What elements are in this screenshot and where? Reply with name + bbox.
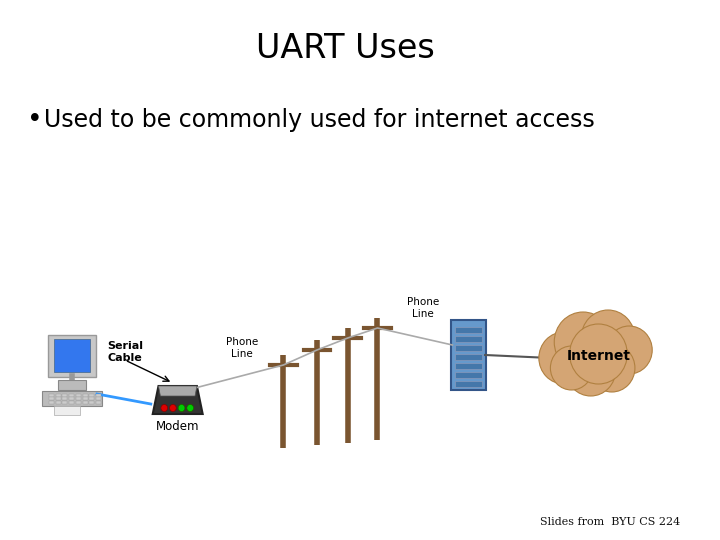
- FancyBboxPatch shape: [69, 397, 74, 400]
- Text: Slides from  BYU CS 224: Slides from BYU CS 224: [540, 517, 680, 527]
- FancyBboxPatch shape: [455, 345, 482, 351]
- Text: Phone
Line: Phone Line: [226, 337, 258, 359]
- FancyBboxPatch shape: [69, 401, 74, 403]
- Circle shape: [589, 344, 635, 392]
- FancyBboxPatch shape: [96, 401, 101, 403]
- Circle shape: [178, 404, 185, 411]
- FancyBboxPatch shape: [42, 391, 102, 406]
- Circle shape: [169, 404, 176, 411]
- FancyBboxPatch shape: [89, 394, 94, 396]
- FancyBboxPatch shape: [455, 381, 482, 387]
- FancyBboxPatch shape: [55, 406, 80, 415]
- Polygon shape: [158, 386, 197, 396]
- FancyBboxPatch shape: [76, 401, 81, 403]
- Polygon shape: [153, 386, 202, 414]
- Circle shape: [178, 404, 185, 411]
- FancyBboxPatch shape: [455, 336, 482, 342]
- FancyBboxPatch shape: [96, 394, 101, 396]
- FancyBboxPatch shape: [63, 401, 68, 403]
- FancyBboxPatch shape: [76, 394, 81, 396]
- Text: Internet: Internet: [567, 349, 631, 363]
- Circle shape: [550, 346, 593, 390]
- FancyBboxPatch shape: [63, 397, 68, 400]
- FancyBboxPatch shape: [451, 320, 486, 390]
- FancyBboxPatch shape: [49, 394, 54, 396]
- FancyBboxPatch shape: [55, 394, 60, 396]
- Circle shape: [186, 404, 194, 411]
- Circle shape: [566, 344, 616, 396]
- FancyBboxPatch shape: [54, 339, 90, 372]
- Circle shape: [161, 404, 168, 411]
- FancyBboxPatch shape: [69, 394, 74, 396]
- FancyBboxPatch shape: [58, 380, 86, 390]
- Text: •: •: [27, 107, 42, 133]
- FancyBboxPatch shape: [96, 397, 101, 400]
- Text: Phone
Line: Phone Line: [407, 297, 438, 319]
- Circle shape: [539, 332, 589, 384]
- FancyBboxPatch shape: [49, 397, 54, 400]
- FancyBboxPatch shape: [83, 401, 88, 403]
- FancyBboxPatch shape: [49, 401, 54, 403]
- Text: Serial
Cable: Serial Cable: [107, 341, 143, 363]
- Text: Modem: Modem: [156, 420, 199, 433]
- FancyBboxPatch shape: [63, 394, 68, 396]
- Circle shape: [606, 326, 652, 374]
- FancyBboxPatch shape: [48, 335, 96, 377]
- FancyBboxPatch shape: [455, 363, 482, 369]
- FancyBboxPatch shape: [89, 401, 94, 403]
- Text: Used to be commonly used for internet access: Used to be commonly used for internet ac…: [44, 108, 595, 132]
- FancyBboxPatch shape: [455, 372, 482, 378]
- FancyBboxPatch shape: [83, 397, 88, 400]
- Circle shape: [570, 324, 627, 384]
- Text: UART Uses: UART Uses: [256, 31, 435, 64]
- FancyBboxPatch shape: [455, 354, 482, 360]
- FancyBboxPatch shape: [76, 397, 81, 400]
- FancyBboxPatch shape: [455, 327, 482, 333]
- FancyBboxPatch shape: [89, 397, 94, 400]
- Circle shape: [581, 310, 635, 366]
- FancyBboxPatch shape: [83, 394, 88, 396]
- Circle shape: [554, 312, 612, 372]
- Circle shape: [186, 404, 194, 411]
- FancyBboxPatch shape: [55, 401, 60, 403]
- FancyBboxPatch shape: [55, 397, 60, 400]
